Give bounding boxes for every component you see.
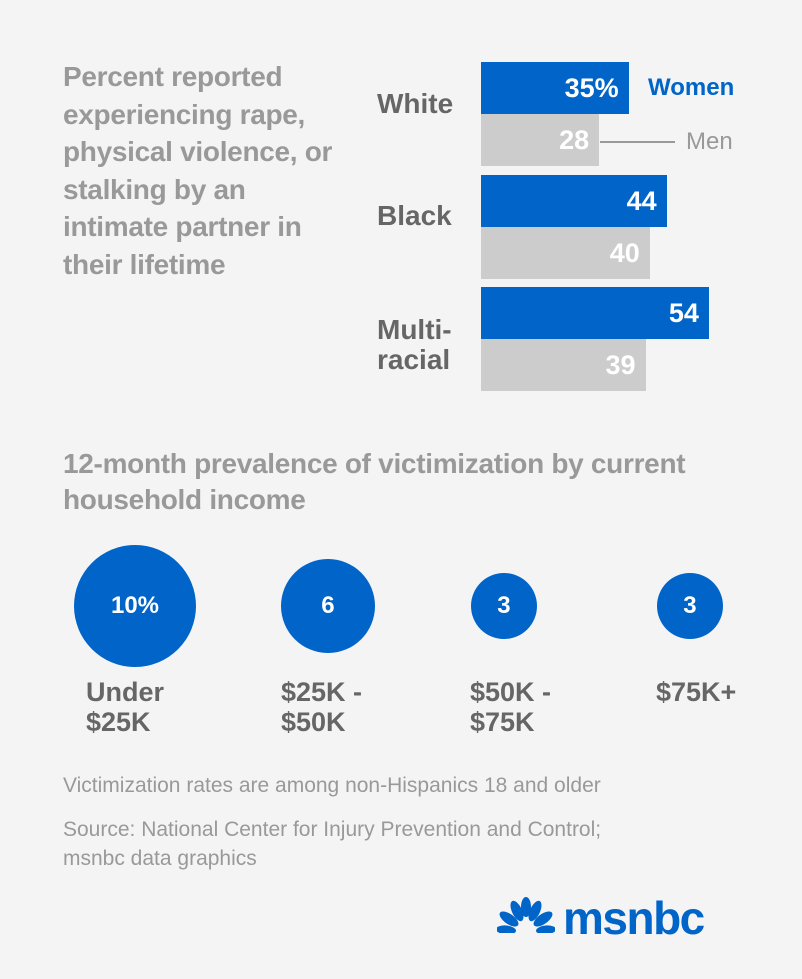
category-label: racial: [377, 344, 451, 375]
income-label-line: $25K: [86, 707, 151, 737]
bubble-value-label: 3: [683, 591, 697, 619]
income-label-line: $50K -: [470, 677, 552, 707]
bar-men: 39: [481, 339, 646, 391]
bar-women: 44: [481, 175, 667, 227]
bubble: 3: [656, 572, 724, 640]
bubble: 6: [280, 558, 376, 654]
bar-value-label: 35%: [564, 73, 619, 103]
msnbc-logo: msnbc: [497, 892, 705, 944]
footnote: Victimization rates are among non-Hispan…: [63, 774, 601, 797]
category-label: Black: [377, 200, 452, 231]
bar-chart-title: Percent reported experiencing rape, phys…: [63, 61, 333, 280]
category-label: White: [377, 88, 454, 119]
bubble-value-label: 10%: [110, 592, 160, 619]
income-category-label: $50K - $75K: [470, 677, 551, 737]
source-line-2: msnbc data graphics: [63, 847, 257, 870]
bar-women: 54: [481, 287, 709, 339]
bubble-value-label: 3: [497, 591, 511, 619]
bar-value-label: 40: [609, 238, 640, 268]
bar-value-label: 28: [559, 125, 590, 155]
bar-men: 28: [481, 114, 600, 166]
income-category-label: $75K+: [656, 677, 736, 707]
bar-women: 35%: [481, 62, 629, 114]
bubble-chart-title: 12-month prevalence of victimization by …: [63, 448, 686, 515]
legend-men: Men: [686, 128, 733, 155]
legend-leader-line: [600, 141, 675, 143]
bar-value-label: 39: [605, 350, 636, 380]
bar-men: 40: [481, 227, 650, 279]
bubble: 10%: [74, 545, 196, 667]
category-label: Multi-: [377, 314, 452, 345]
income-label-line: Under: [86, 677, 165, 707]
income-label-line: $75K: [470, 707, 535, 737]
income-category-label: Under $25K: [86, 677, 164, 737]
bubble-value-label: 6: [321, 591, 335, 619]
logo-wordmark: msnbc: [563, 892, 705, 944]
income-category-label: $25K - $50K: [281, 677, 362, 737]
peacock-icon: [497, 897, 555, 939]
source-line-1: Source: National Center for Injury Preve…: [63, 818, 602, 841]
income-label-line: $25K -: [281, 677, 363, 707]
income-label-line: $50K: [281, 707, 346, 737]
income-label-line: $75K+: [656, 677, 737, 707]
bubble: 3: [470, 572, 538, 640]
bar-value-label: 54: [668, 298, 699, 328]
legend-women: Women: [648, 74, 735, 101]
bar-value-label: 44: [626, 186, 657, 216]
